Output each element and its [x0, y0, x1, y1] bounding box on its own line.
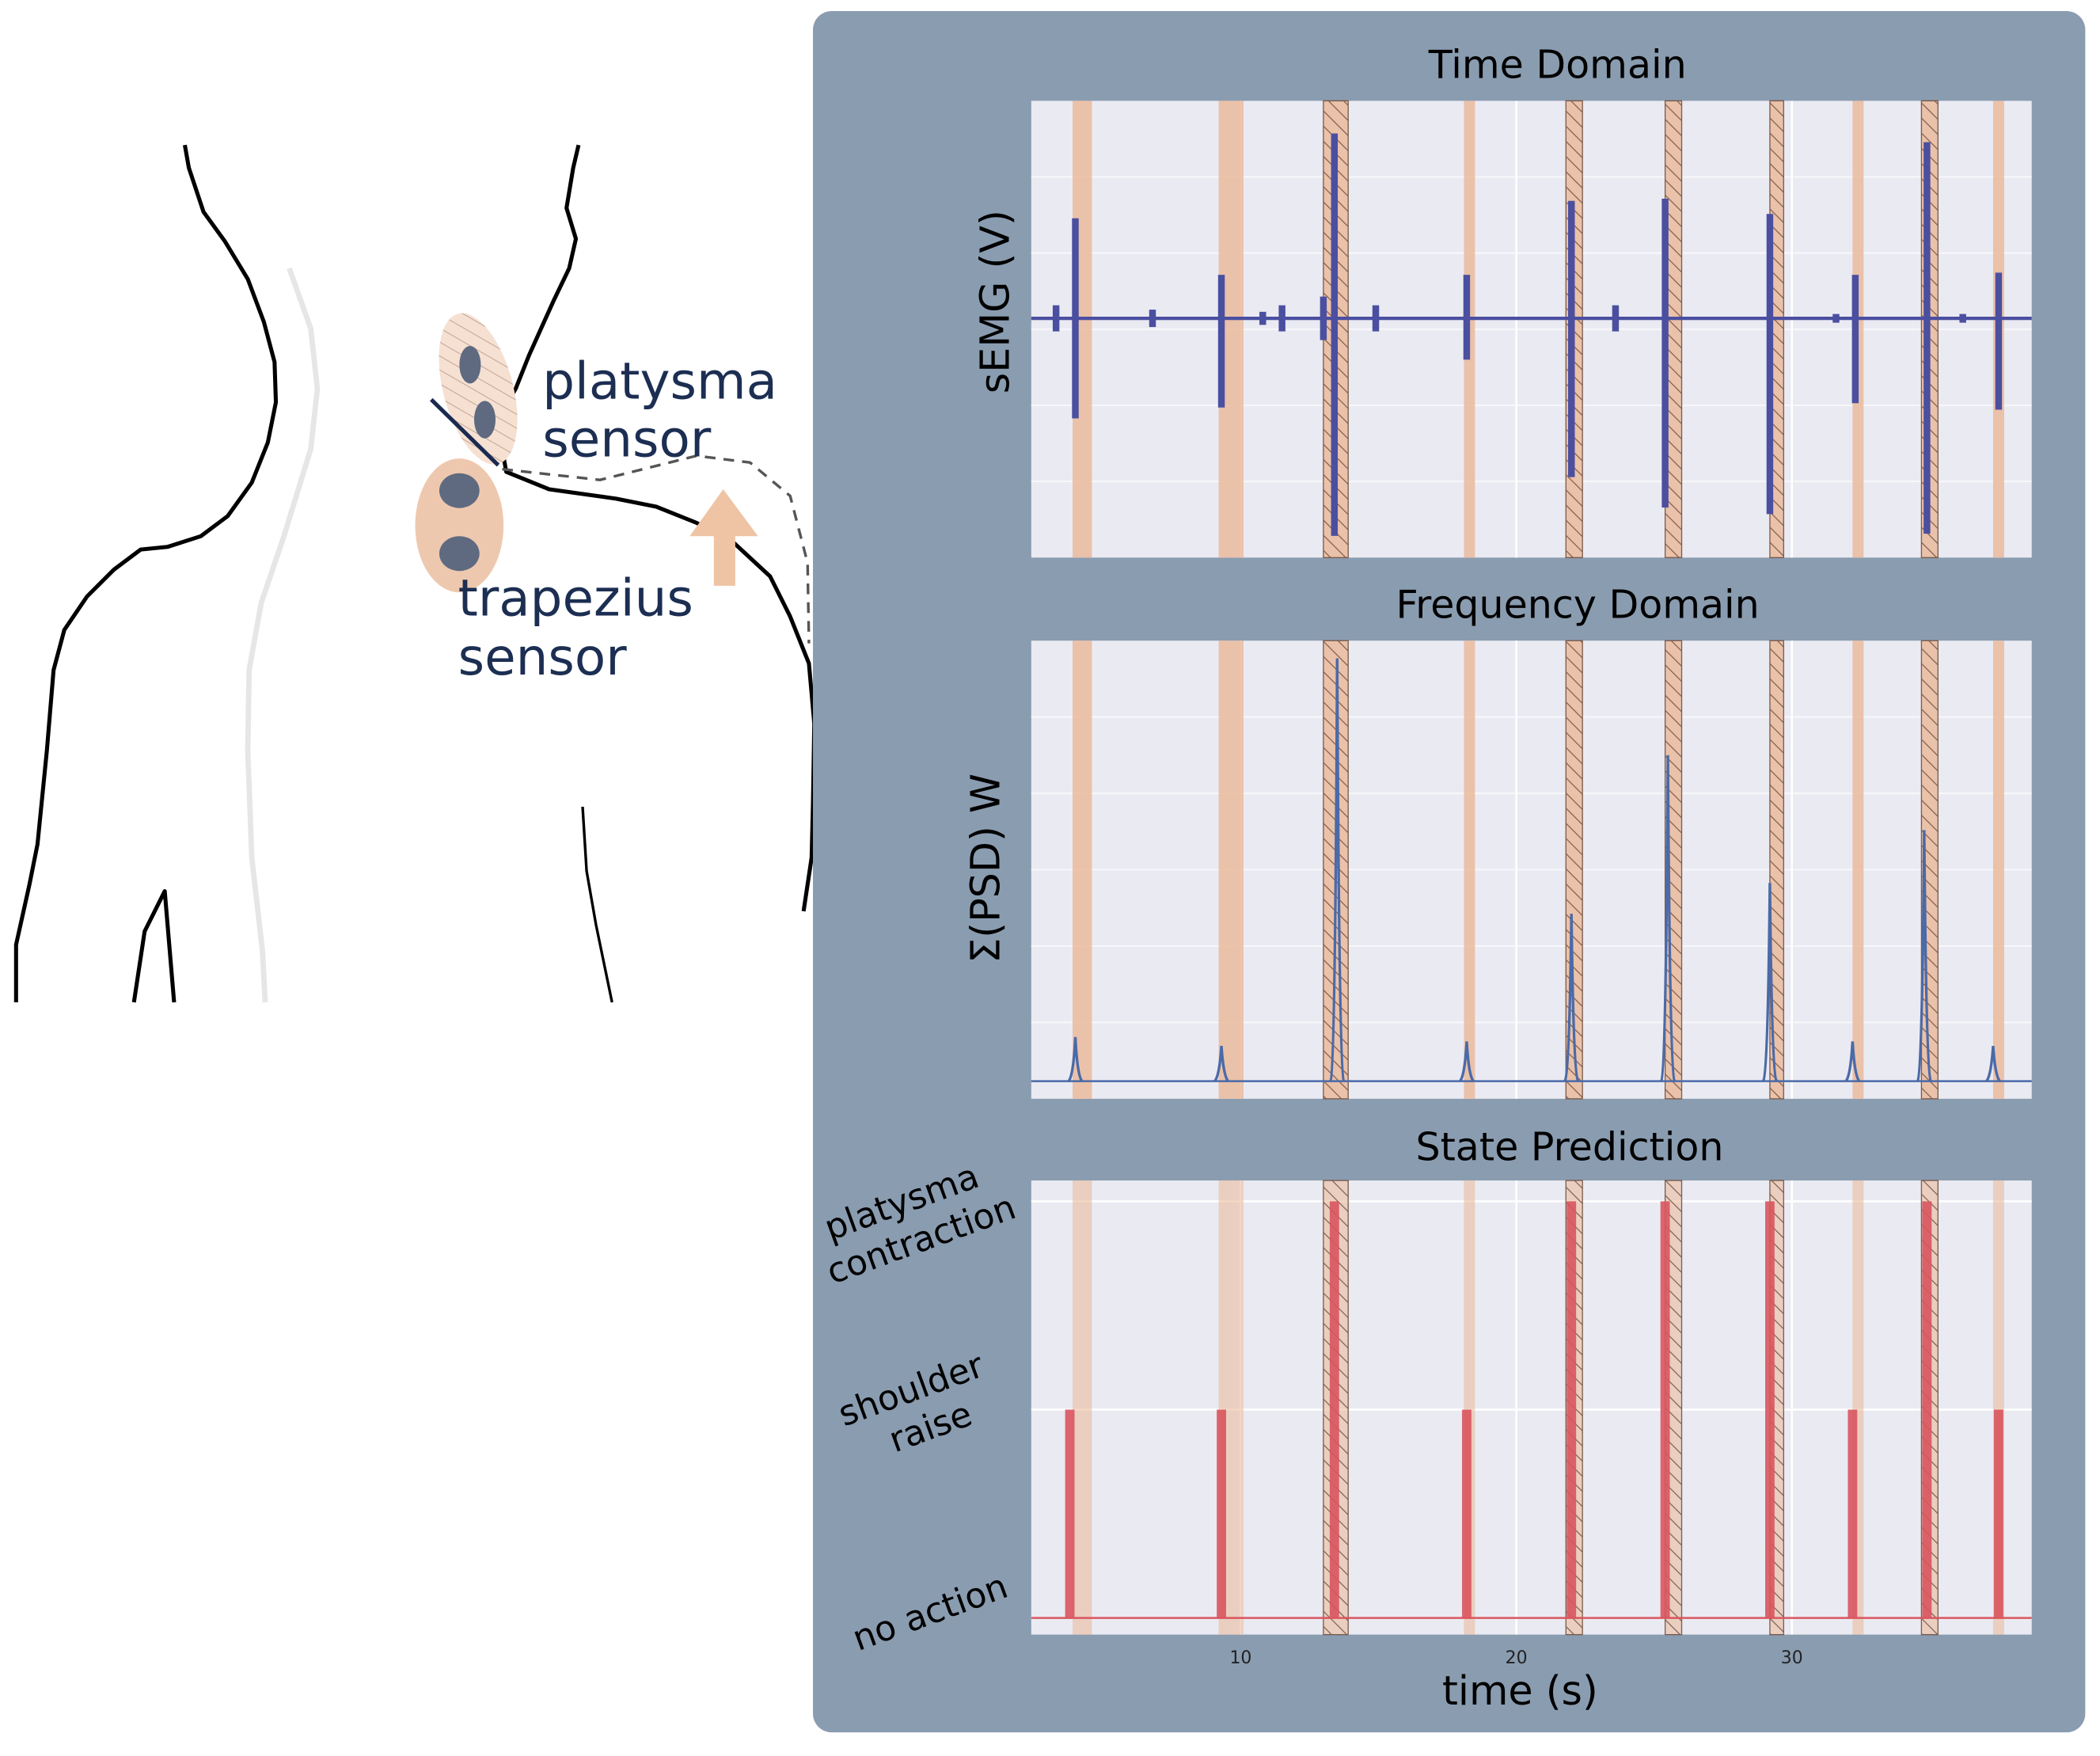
x-tick-label: 10	[1229, 1648, 1251, 1668]
emg-burst	[1995, 272, 2003, 410]
emg-burst	[1851, 275, 1859, 404]
emg-burst	[1278, 305, 1285, 332]
psd-peak	[1459, 1041, 1475, 1082]
psd-peak	[1213, 1045, 1229, 1082]
emg-burst	[1766, 214, 1774, 515]
electrode	[473, 401, 496, 439]
psd-peak	[1985, 1045, 2001, 1082]
psd-peak	[1563, 914, 1580, 1082]
emg-burst	[1072, 218, 1079, 419]
chart-title: State Prediction	[1415, 1124, 1723, 1170]
sensor-label: trapezius	[458, 569, 693, 629]
illustration: platysma sensor trapezius sensor	[13, 144, 817, 1003]
psd-peak	[1067, 1036, 1084, 1082]
sensor-label: sensor	[458, 628, 628, 687]
state-bar	[1065, 1409, 1075, 1618]
event-band	[1464, 640, 1475, 1099]
y-axis-label: Σ(PSD) W	[963, 773, 1009, 964]
state-bar	[1462, 1409, 1472, 1618]
event-band-hatch	[1769, 640, 1785, 1100]
emg-burst	[1259, 311, 1266, 325]
event-band	[1073, 1180, 1092, 1635]
sensor-wire	[502, 454, 811, 644]
electrode	[439, 473, 480, 508]
body-line	[581, 806, 613, 1003]
psd-peak	[1916, 830, 1932, 1082]
emg-burst	[1568, 200, 1575, 477]
state-bar	[1922, 1201, 1932, 1618]
state-bar	[1329, 1201, 1339, 1618]
raise-arrow	[689, 489, 758, 586]
event-band	[1218, 640, 1244, 1099]
x-tick-label: 30	[1781, 1648, 1803, 1668]
emg-burst	[1149, 310, 1156, 328]
emg-burst	[1959, 314, 1966, 323]
chart-title: Frequency Domain	[1396, 581, 1759, 627]
body-outline	[13, 144, 279, 1003]
trapezius-sensor-area	[415, 458, 504, 593]
x-axis-label: time (s)	[1442, 1667, 1598, 1714]
spine-line	[245, 267, 321, 1003]
emg-burst	[1372, 305, 1380, 332]
x-tick-label: 20	[1506, 1648, 1528, 1668]
psd-peak	[1660, 754, 1677, 1082]
emg-burst	[1832, 314, 1840, 323]
psd-peak	[1844, 1041, 1861, 1082]
emg-burst	[1463, 275, 1471, 360]
state-bar	[1994, 1409, 2003, 1618]
emg-burst	[1052, 305, 1060, 332]
state-bar	[1765, 1201, 1775, 1618]
emg-burst	[1331, 133, 1339, 536]
event-band	[1992, 640, 2004, 1099]
arm-line	[131, 889, 177, 1003]
neck-shoulder-outline	[499, 144, 817, 912]
sensor-label: platysma	[542, 352, 777, 412]
state-bar	[1566, 1201, 1577, 1618]
emg-burst	[1612, 305, 1620, 332]
chart-title: Time Domain	[1428, 42, 1687, 88]
event-band	[1852, 640, 1864, 1099]
y-axis-label: sEMG (V)	[972, 210, 1019, 393]
psd-peak	[1761, 883, 1778, 1082]
state-bar	[1847, 1409, 1858, 1618]
emg-burst	[1661, 198, 1669, 508]
state-bar	[1217, 1409, 1226, 1618]
emg-burst	[1923, 142, 1931, 534]
event-band	[1073, 640, 1092, 1099]
electrode	[439, 536, 480, 572]
plot-area	[1031, 1180, 2032, 1635]
emg-burst	[1217, 275, 1225, 408]
electrode	[459, 345, 481, 384]
state-bar	[1660, 1201, 1670, 1618]
psd-peak	[1329, 658, 1346, 1082]
platysma-line	[430, 397, 500, 467]
sensor-label: sensor	[542, 409, 712, 469]
emg-burst	[1320, 296, 1327, 340]
